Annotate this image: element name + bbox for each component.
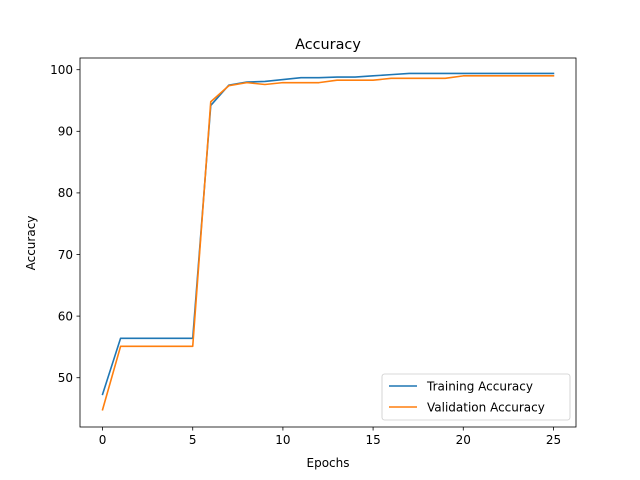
x-tick-label: 10: [275, 433, 290, 447]
legend-label-validation: Validation Accuracy: [427, 400, 545, 414]
y-tick-label: 80: [58, 186, 73, 200]
axes-frame: [79, 57, 577, 428]
y-tick-label: 90: [58, 125, 73, 139]
series-line-training: [101, 72, 555, 396]
x-tick-label: 25: [546, 433, 561, 447]
y-tick-label: 50: [58, 371, 73, 385]
x-tick-label: 0: [99, 433, 107, 447]
legend-label-training: Training Accuracy: [426, 379, 533, 393]
x-tick-label: 20: [456, 433, 471, 447]
series-layer: [101, 72, 555, 411]
chart-title: Accuracy: [295, 37, 361, 53]
x-tick-label: 15: [365, 433, 380, 447]
y-tick-label: 60: [58, 309, 73, 323]
y-axis-label: Accuracy: [24, 216, 38, 271]
plot-area: [80, 58, 576, 427]
x-axis-label: Epochs: [307, 456, 350, 470]
series-line-validation: [101, 75, 555, 411]
legend: Training Accuracy Validation Accuracy: [381, 373, 571, 421]
legend-box: [381, 373, 571, 421]
plot-background: [80, 58, 576, 427]
axes-layer: 0 5 10 15 20 25 50 60 70 80 90 100: [50, 57, 577, 447]
x-tick-label: 5: [189, 433, 197, 447]
y-tick-label: 70: [58, 248, 73, 262]
y-tick-label: 100: [50, 63, 73, 77]
